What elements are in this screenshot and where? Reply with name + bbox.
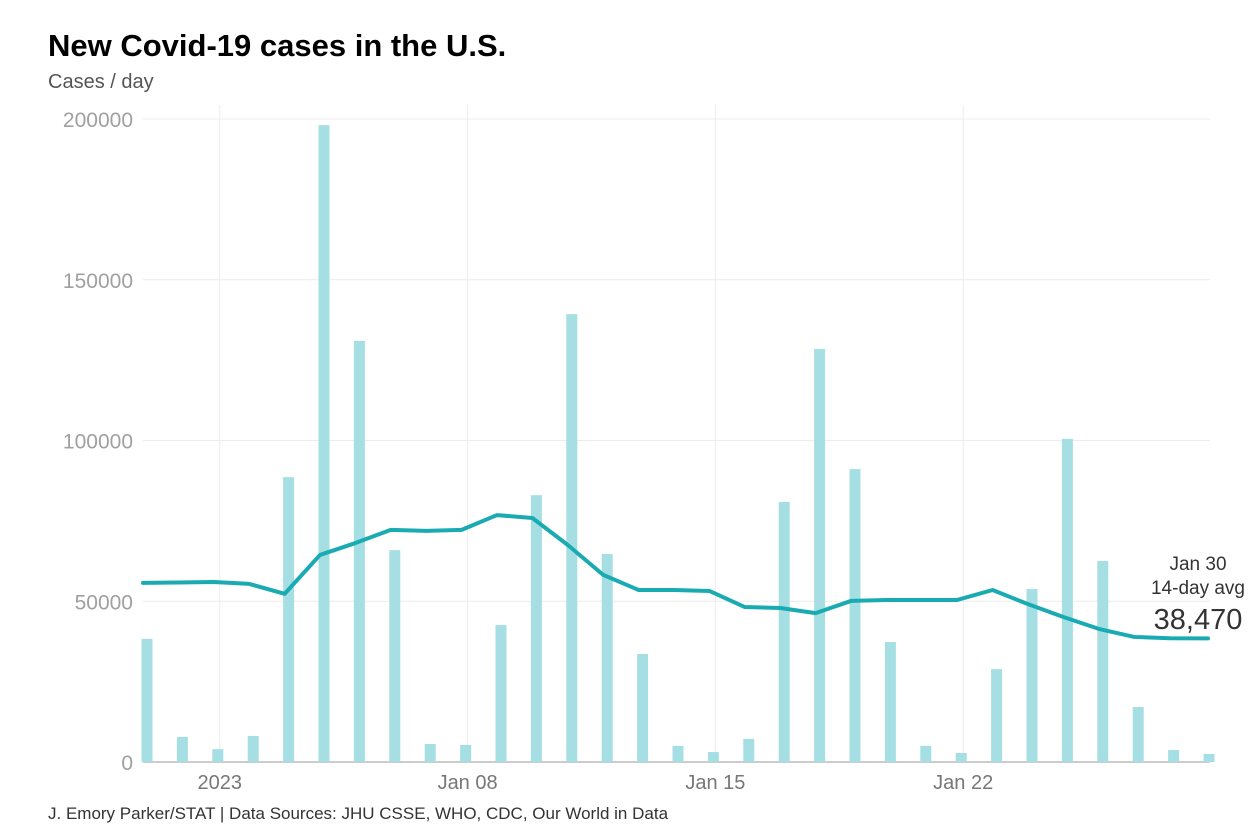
- bar-2023-01-12: [601, 553, 613, 762]
- bar-2023-01-25: [1061, 438, 1073, 762]
- bar-2023-01-28: [1168, 750, 1180, 762]
- x-tick-label: Jan 15: [685, 772, 745, 794]
- annotation-label: 14-day avg: [1151, 578, 1245, 599]
- x-tick-label: Jan 08: [438, 772, 498, 794]
- bar-2023-01-27: [1132, 707, 1144, 762]
- bar-2023-01-01: [212, 749, 224, 762]
- bar-2023-01-02: [247, 735, 259, 762]
- bar-2023-01-09: [495, 625, 507, 762]
- average-line-group: [141, 513, 1210, 641]
- source-footer: J. Emory Parker/STAT | Data Sources: JHU…: [48, 804, 669, 823]
- annotation-value: 38,470: [1154, 604, 1243, 636]
- bar-2023-01-15: [707, 752, 719, 762]
- x-tick-label: 2023: [198, 772, 243, 794]
- bar-2023-01-20: [884, 642, 896, 762]
- bar-2023-01-04: [318, 125, 330, 762]
- bar-2023-01-19: [849, 469, 861, 762]
- grid: [143, 105, 1210, 763]
- chart-subtitle: Cases / day: [48, 71, 154, 93]
- bar-2023-01-22: [955, 752, 967, 762]
- bar-2023-01-10: [530, 495, 542, 762]
- bar-2023-01-21: [920, 745, 932, 762]
- bar-2023-01-14: [672, 745, 684, 762]
- 14-day-average-line: [141, 513, 1210, 641]
- bar-2022-12-30: [141, 638, 153, 762]
- y-tick-label: 0: [121, 752, 133, 775]
- bar-2023-01-18: [814, 348, 826, 762]
- axis-labels: 0 50000 100000 150000 200000 2023 Jan 08 Jan 15…: [63, 109, 993, 794]
- bars: [141, 125, 1215, 762]
- bar-2023-01-13: [637, 653, 649, 762]
- bar-2023-01-29: [1203, 753, 1215, 762]
- bar-2023-01-26: [1097, 561, 1109, 762]
- y-tick-label: 50000: [75, 591, 133, 614]
- bar-2023-01-08: [460, 744, 472, 762]
- chart-title: New Covid-19 cases in the U.S.: [48, 28, 507, 63]
- annotation-date: Jan 30: [1169, 554, 1226, 575]
- x-tick-label: Jan 22: [933, 772, 993, 794]
- y-tick-label: 100000: [63, 431, 133, 454]
- bar-2023-01-11: [566, 314, 578, 762]
- bar-2022-12-31: [176, 736, 188, 762]
- y-tick-label: 200000: [63, 109, 133, 132]
- bar-2023-01-16: [743, 738, 755, 762]
- bar-2023-01-07: [424, 743, 436, 762]
- y-tick-label: 150000: [63, 270, 133, 293]
- bar-2023-01-05: [353, 340, 365, 762]
- bar-2023-01-03: [283, 477, 295, 762]
- bar-2023-01-06: [389, 550, 401, 762]
- bar-2023-01-23: [991, 669, 1003, 762]
- bar-2023-01-17: [778, 501, 790, 762]
- bar-2023-01-24: [1026, 589, 1038, 762]
